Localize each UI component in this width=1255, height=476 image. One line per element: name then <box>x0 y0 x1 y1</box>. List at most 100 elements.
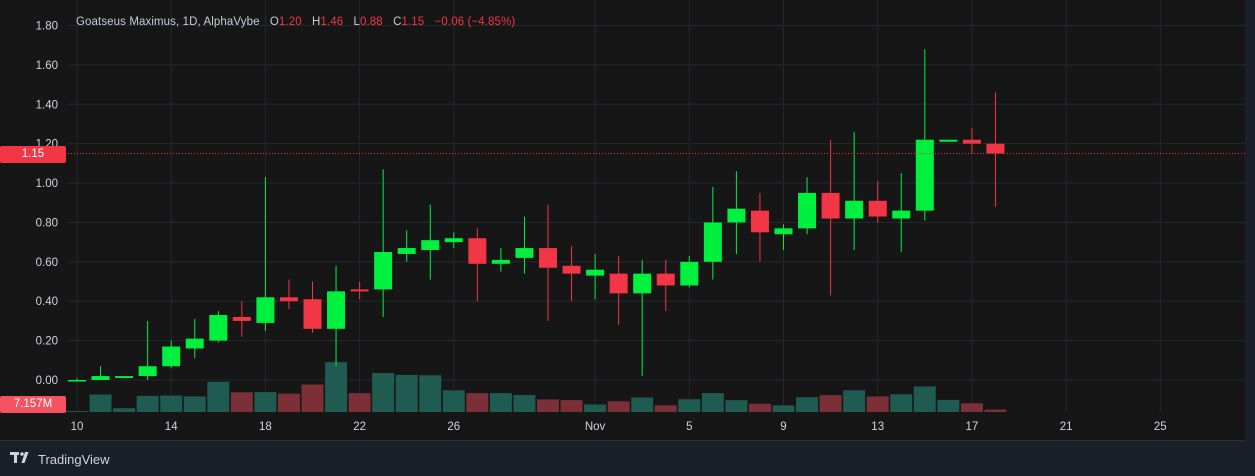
volume-bar <box>230 392 253 412</box>
high-value: 1.46 <box>320 16 344 28</box>
x-tick-label: 13 <box>871 421 884 433</box>
close-label: C <box>393 16 402 28</box>
candle-body <box>703 222 722 262</box>
symbol-title[interactable]: Goatseus Maximus, 1D, AlphaVybe <box>76 16 260 28</box>
volume-bar <box>796 397 819 412</box>
volume-bar <box>654 405 677 412</box>
candle-body <box>939 139 958 142</box>
candle-body <box>750 210 769 233</box>
branding-footer[interactable]: TradingView <box>10 451 110 467</box>
candle-body <box>185 338 204 349</box>
candle-body <box>774 228 793 235</box>
tradingview-brand-text[interactable]: TradingView <box>38 451 110 467</box>
volume-bar <box>607 401 630 412</box>
candle-body <box>327 291 346 329</box>
volume-bar <box>678 399 701 412</box>
candle-body <box>962 139 981 144</box>
volume-bar <box>207 381 230 412</box>
x-tick-label: 17 <box>966 421 979 433</box>
candle-body <box>915 139 934 211</box>
candle-body <box>539 248 557 268</box>
y-tick-label: 0.80 <box>36 217 58 229</box>
candle-body <box>279 297 298 302</box>
volume-bar <box>937 399 960 412</box>
candle-body <box>562 265 581 274</box>
volume-bar <box>183 396 206 412</box>
volume-bar <box>66 411 88 412</box>
x-tick-label: 21 <box>1060 421 1073 433</box>
volume-bar <box>960 403 983 412</box>
volume-bar <box>913 386 936 412</box>
y-tick-label: 1.60 <box>36 60 58 72</box>
candle-body <box>656 273 675 286</box>
candle-body <box>256 297 275 323</box>
volume-badge: 7.157M <box>0 396 66 413</box>
x-tick-label: 25 <box>1154 421 1167 433</box>
volume-bar <box>725 400 748 412</box>
volume-bar <box>419 375 442 412</box>
volume-bar <box>489 393 512 412</box>
candle-body <box>138 366 157 377</box>
candle-body <box>798 192 817 229</box>
volume-bar <box>560 400 583 412</box>
x-tick-label: 5 <box>686 421 692 433</box>
x-tick-label: 22 <box>353 421 366 433</box>
candle-body <box>68 380 86 382</box>
candle-body <box>986 143 1005 154</box>
candle-body <box>586 269 605 276</box>
candle-body <box>209 315 228 341</box>
x-tick-label: Nov <box>585 421 606 433</box>
y-tick-label: 0.20 <box>36 336 58 348</box>
candle-body <box>232 316 251 321</box>
candle-body <box>821 192 840 219</box>
close-value: 1.15 <box>401 16 425 28</box>
y-tick-label: 1.40 <box>36 99 58 111</box>
volume-bar <box>89 394 112 412</box>
volume-bar <box>160 395 183 412</box>
candle-body <box>892 210 911 219</box>
volume-bar <box>136 395 159 412</box>
plot-area[interactable]: 1.80 1.60 1.40 1.20 1.00 0.80 0.60 0.40 0.20 0.00… <box>0 0 1245 441</box>
candle-body <box>468 238 487 264</box>
volume-bar <box>301 384 324 412</box>
candle-body <box>727 208 746 223</box>
volume-bar <box>772 405 795 412</box>
last-price-badge: 1.15 <box>0 146 66 163</box>
volume-bar <box>748 403 771 412</box>
candle-body <box>845 200 864 219</box>
candle-body <box>397 248 416 254</box>
tradingview-logo-icon[interactable] <box>10 451 32 467</box>
x-tick-label: 26 <box>447 421 460 433</box>
volume-bar <box>466 393 489 412</box>
candle-body <box>444 238 463 243</box>
volume-bar <box>819 395 842 412</box>
volume-bar <box>584 404 607 412</box>
candle-body <box>680 261 699 286</box>
volume-bar <box>843 390 866 412</box>
volume-bar <box>701 393 724 412</box>
volume-bar <box>325 362 348 412</box>
x-tick-label: 14 <box>165 421 178 433</box>
candle-body <box>374 251 393 290</box>
volume-bar <box>537 399 559 412</box>
candle-body <box>609 273 628 294</box>
volume-bar <box>372 372 395 412</box>
volume-bar <box>113 408 136 412</box>
volume-bar <box>866 396 889 412</box>
chart-legend: Goatseus Maximus, 1D, AlphaVybe O1.20 H1… <box>76 16 515 28</box>
volume-bar <box>277 393 300 412</box>
y-tick-label: 0.40 <box>36 296 58 308</box>
low-label: L <box>353 16 361 28</box>
candle-body <box>491 259 510 264</box>
candle-body <box>162 346 181 367</box>
volume-bar <box>890 394 913 412</box>
open-label: O <box>269 16 279 28</box>
candlestick-chart[interactable]: 1.80 1.60 1.40 1.20 1.00 0.80 0.60 0.40 0.20 0.00… <box>0 0 1245 440</box>
volume-bar <box>395 374 418 412</box>
y-tick-label: 0.00 <box>36 375 58 387</box>
candle-body <box>350 289 369 292</box>
x-tick-label: 10 <box>71 421 84 433</box>
candle-body <box>115 376 134 379</box>
candle-body <box>91 376 110 380</box>
low-value: 0.88 <box>360 16 383 28</box>
